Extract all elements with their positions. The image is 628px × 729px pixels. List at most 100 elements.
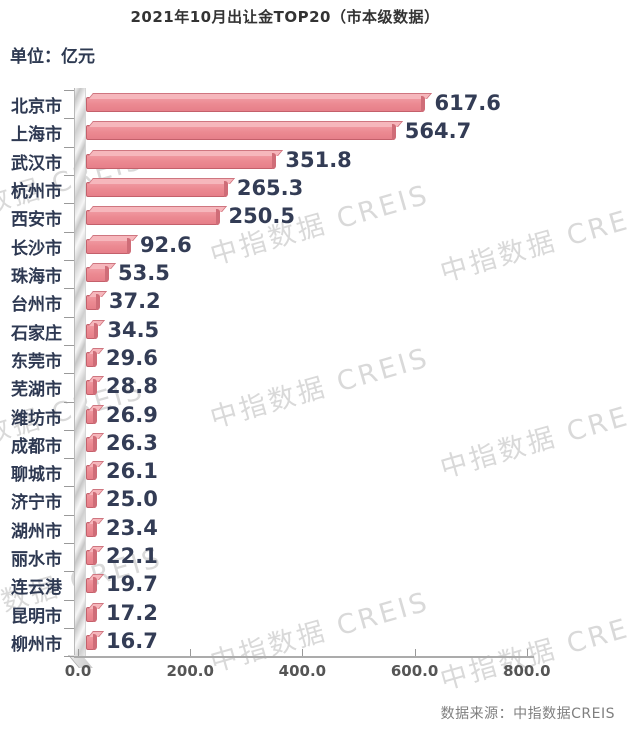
bar [86, 96, 426, 112]
category-label: 芜湖市 [11, 380, 62, 401]
bar [86, 407, 97, 424]
y-axis-tick [64, 373, 74, 375]
y-axis-tick [64, 543, 74, 545]
category-label: 西安市 [11, 210, 62, 231]
bar [86, 350, 97, 367]
bar [86, 464, 97, 481]
category-label: 杭州市 [11, 181, 62, 202]
watermark-text: 中指数据 CREIS [436, 392, 628, 485]
x-axis-line [74, 656, 534, 658]
category-label: 武汉市 [11, 153, 62, 174]
value-label: 19.7 [106, 572, 158, 597]
value-label: 28.8 [106, 374, 158, 399]
bar [86, 152, 277, 169]
category-label: 聊城市 [11, 465, 62, 486]
x-axis-tick [78, 649, 79, 656]
value-label: 564.7 [404, 119, 472, 144]
value-label: 34.5 [107, 317, 160, 342]
y-axis-tick [64, 146, 74, 148]
value-label: 53.5 [118, 260, 170, 285]
data-source: 数据来源：中指数据CREIS [440, 706, 615, 722]
category-label: 珠海市 [11, 266, 62, 287]
bar [86, 322, 99, 339]
category-label: 石家庄 [11, 323, 62, 344]
category-label: 昆明市 [11, 606, 62, 627]
category-label: 长沙市 [11, 238, 62, 259]
y-axis-tick [64, 203, 74, 205]
y-axis-tick [64, 429, 74, 431]
x-axis-tick-label: 200.0 [166, 662, 214, 680]
y-axis-tick [64, 599, 74, 601]
x-axis-tick-label: 400.0 [278, 662, 327, 680]
chart-title: 2021年10月出让金TOP20（市本级数据） [130, 8, 440, 26]
y-axis-tick [64, 458, 74, 460]
watermark-text: 中指数据 CREIS [436, 604, 628, 697]
unit-label: 单位：亿元 [10, 47, 95, 67]
watermark-text: 中指数据 CREIS [206, 342, 434, 435]
x-axis-tick [302, 649, 304, 656]
bar [86, 180, 228, 197]
category-label: 北京市 [11, 97, 62, 117]
y-axis-tick [64, 628, 74, 630]
bar [86, 435, 97, 452]
bar [86, 265, 109, 282]
y-axis-tick [64, 401, 74, 403]
category-label: 上海市 [11, 125, 62, 146]
value-label: 351.8 [285, 147, 352, 172]
y-axis-tick [64, 174, 74, 176]
bar [86, 520, 97, 537]
bar [86, 549, 97, 566]
bar [86, 605, 97, 622]
value-label: 26.9 [106, 402, 158, 427]
value-label: 92.6 [139, 232, 192, 257]
x-axis-tick [190, 649, 192, 656]
bar [86, 492, 97, 509]
y-axis-tick [64, 118, 74, 120]
y-axis-tick [64, 656, 74, 658]
category-label: 湖州市 [11, 521, 62, 542]
category-label: 丽水市 [11, 550, 62, 571]
x-axis-tick [526, 649, 528, 656]
value-label: 16.7 [106, 629, 158, 654]
x-axis-tick-label: 0.0 [64, 662, 92, 680]
y-axis-tick [64, 571, 74, 573]
bar [86, 294, 100, 311]
y-axis-tick [64, 486, 74, 488]
x-axis-tick-label: 800.0 [503, 662, 551, 680]
y-axis-tick [64, 514, 74, 516]
y-axis-tick [64, 231, 74, 233]
category-label: 济宁市 [11, 493, 62, 514]
watermark-text: 中指数据 CREIS [436, 196, 628, 289]
y-axis-ribbon [74, 88, 86, 656]
bar [86, 634, 97, 651]
value-label: 25.0 [106, 487, 158, 512]
category-label: 成都市 [11, 436, 62, 457]
bar [86, 209, 220, 226]
y-axis-tick [64, 316, 74, 318]
bar [86, 577, 97, 594]
bar [86, 379, 97, 396]
y-axis-tick [64, 344, 74, 346]
value-label: 37.2 [108, 289, 161, 314]
category-label: 台州市 [11, 295, 62, 316]
x-axis-tick-label: 600.0 [390, 662, 439, 680]
value-label: 26.1 [106, 459, 158, 484]
bar [86, 124, 396, 141]
category-label: 潍坊市 [11, 408, 62, 429]
x-axis-tick [414, 649, 416, 656]
bar [86, 237, 131, 254]
y-axis-tick [64, 259, 74, 261]
y-axis-tick [64, 288, 74, 290]
category-label: 柳州市 [11, 635, 62, 656]
value-label: 250.5 [228, 204, 295, 229]
value-label: 17.2 [106, 600, 158, 625]
category-label: 连云港 [11, 578, 62, 599]
category-label: 东莞市 [11, 351, 62, 372]
y-axis-tick [64, 90, 74, 91]
value-label: 22.1 [106, 544, 158, 569]
value-label: 26.3 [106, 430, 158, 455]
value-label: 265.3 [236, 175, 304, 200]
value-label: 29.6 [106, 345, 158, 370]
value-label: 617.6 [434, 91, 501, 115]
